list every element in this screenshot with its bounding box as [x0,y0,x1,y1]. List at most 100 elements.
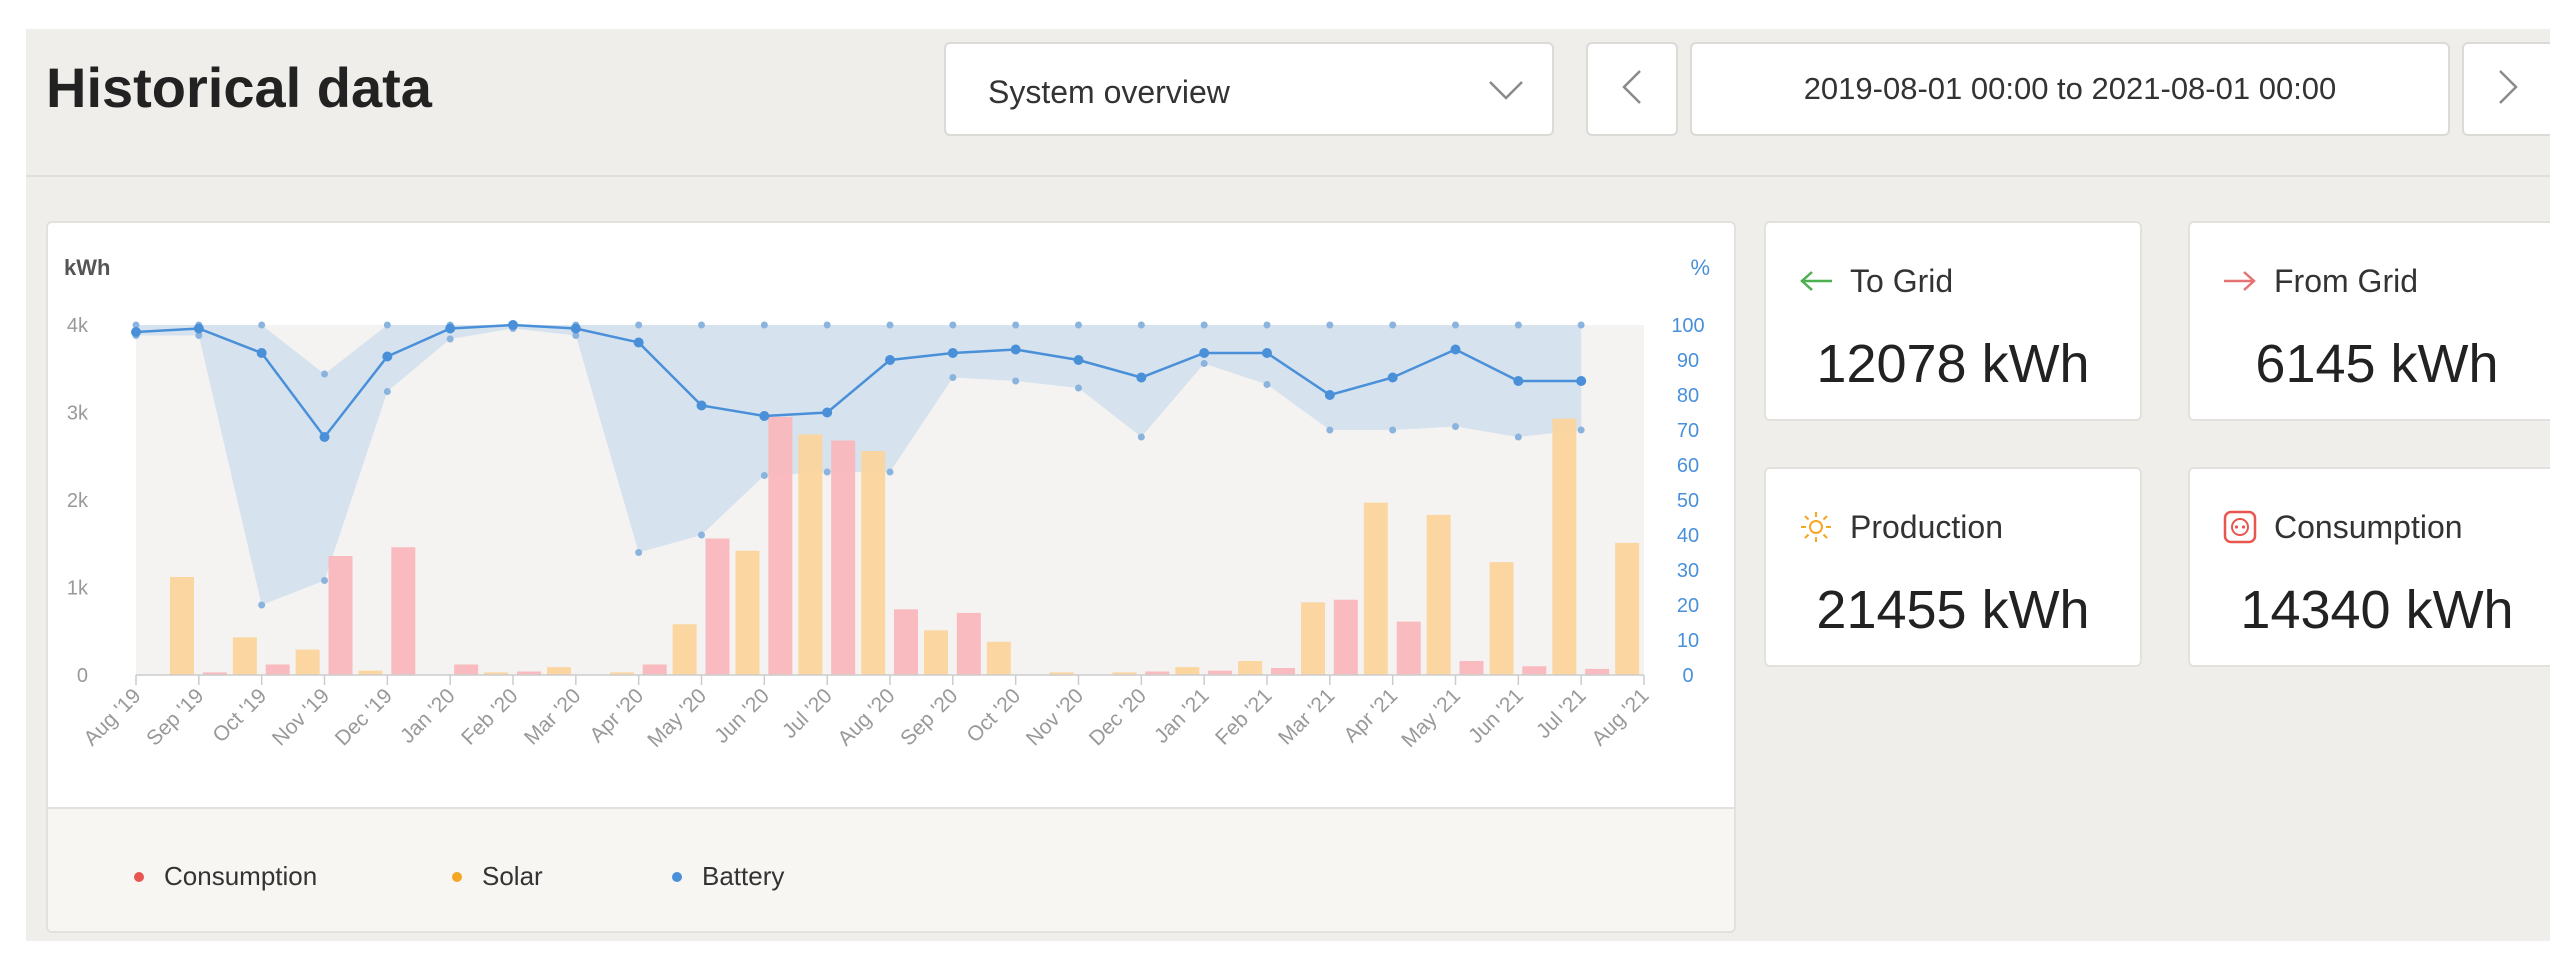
battery-point [319,432,330,442]
battery-line [135,323,1582,440]
production-label: Production [1850,508,2003,545]
bar-consumption [517,671,541,675]
battery-min-point [949,374,957,381]
date-range-display[interactable]: 2019-08-01 00:00 to 2021-08-01 00:00 [1690,42,2450,136]
battery-max-point [1137,321,1145,329]
legend-item-consumption[interactable]: Consumption [134,861,317,892]
view-select-value: System overview [988,74,1230,110]
battery-point [696,400,707,411]
history-chart-card: kWh% 0 1k 2k 3k 4k 0 10 20 30 40 50 60 70 80 90 100 Aug '… [46,221,1736,933]
battery-point [382,351,393,362]
battery-min-point [1326,426,1334,434]
y-axis-left-title: kWh [64,255,110,280]
bar-consumption [1522,666,1547,675]
battery-point [822,407,833,418]
battery-point [445,323,456,334]
x-tick-label: Apr '21 [1339,684,1402,747]
app-window: Historical data System overview 2019-08-… [26,29,2550,941]
legend-label-solar: Solar [482,861,543,891]
to-grid-label: To Grid [1850,262,1954,299]
bar-consumption [454,664,479,675]
battery-range-band [136,325,1582,605]
battery-point [885,355,895,365]
x-tick-label: Mar '21 [1274,684,1339,749]
bar-solar [295,649,320,675]
y-axis-right-title: % [1690,255,1710,280]
page-title: Historical data [46,56,432,119]
chevron-left-icon [1618,67,1646,112]
bar-solar [1615,542,1640,675]
y-left-tick-label: 3k [67,403,89,425]
battery-min-point [1452,423,1459,430]
to-grid-value: 12078 kWh [1816,334,2090,394]
battery-min-point [258,601,266,609]
legend-item-solar[interactable]: Solar [452,861,543,892]
battery-min-point [886,468,894,476]
x-tick-label: Nov '19 [268,684,334,750]
y-right-tick-label: 10 [1677,630,1699,652]
y-right-tick-label: 100 [1671,315,1704,337]
battery-point [633,337,644,348]
bar-solar [1112,672,1137,675]
next-period-button[interactable] [2462,42,2550,136]
battery-min-point [383,388,391,395]
bar-consumption [265,664,290,675]
battery-point [570,323,581,334]
battery-point [1073,355,1084,365]
bar-solar [672,624,697,675]
x-tick-label: Oct '19 [208,684,271,747]
bar-solar [1552,418,1577,675]
x-tick-label: Feb '20 [457,684,522,749]
battery-max-point [823,321,831,329]
battery-max-point [132,321,140,329]
bar-consumption [768,416,793,675]
battery-max-point [1452,321,1459,329]
production-value: 21455 kWh [1816,580,2090,640]
bar-consumption [956,612,981,675]
battery-point [1513,376,1524,386]
battery-min-point [1577,426,1585,434]
x-tick-label: May '20 [643,684,711,752]
x-tick-label: Sep '20 [896,684,962,750]
x-tick-label: Jun '20 [710,684,774,748]
solar-dot-icon [452,871,462,882]
x-tick-label: Oct '20 [962,684,1025,747]
y-right-tick-label: 30 [1677,560,1699,582]
bar-solar [1426,514,1451,675]
battery-min-point [1075,384,1082,392]
x-tick-label: Jul '20 [778,684,837,743]
from-grid-label: From Grid [2274,262,2418,299]
from-grid-card: From Grid 6145 kWh [2188,221,2550,421]
bar-solar [1363,502,1388,675]
battery-point [1262,348,1272,358]
bar-solar [609,672,634,675]
battery-point [759,411,770,421]
chevron-down-icon [1486,72,1526,113]
x-tick-label: Aug '20 [833,684,899,750]
bar-consumption [831,440,856,675]
bar-consumption [1585,668,1610,675]
battery-min-point [1137,433,1145,441]
battery-point [256,348,267,358]
battery-min-point [823,468,831,476]
to-grid-card: To Grid 12078 kWh [1764,221,2142,421]
previous-period-button[interactable] [1586,42,1678,136]
battery-point [131,327,141,337]
y-right-tick-label: 70 [1677,420,1699,442]
legend-item-battery[interactable]: Battery [672,861,784,892]
chevron-right-icon [2494,67,2522,112]
view-select-dropdown[interactable]: System overview [944,42,1554,136]
x-tick-label: Jun '21 [1464,684,1528,748]
battery-min-point [1389,426,1397,434]
bar-consumption [1459,661,1484,675]
battery-min-point [446,335,454,343]
battery-max-point [760,321,768,329]
bar-consumption [328,556,353,675]
y-right-tick-label: 40 [1677,525,1699,547]
y-right-tick-label: 50 [1677,490,1699,512]
consumption-value: 14340 kWh [2240,580,2514,640]
bar-consumption [1396,621,1421,675]
consumption-label: Consumption [2274,508,2463,545]
y-right-tick-label: 60 [1677,455,1699,477]
chart-legend: Consumption Solar Battery [48,807,1734,931]
